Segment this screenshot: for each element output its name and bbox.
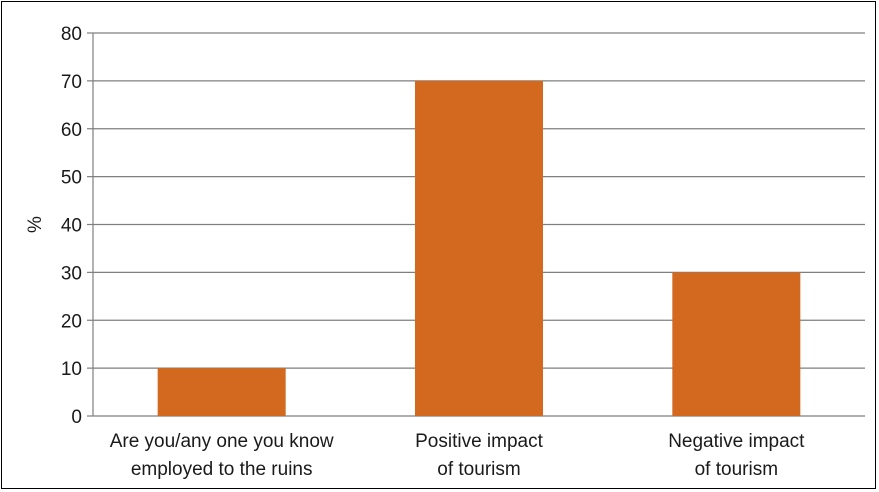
y-tick-label: 70 xyxy=(61,72,82,93)
bar xyxy=(157,368,286,416)
y-tick-label: 20 xyxy=(61,311,82,332)
y-axis-title: % xyxy=(25,216,46,233)
x-category-label-line: of tourism xyxy=(437,459,520,480)
x-category-label-line: Negative impact xyxy=(668,431,805,452)
y-tick-labels: 0 10 20 30 40 50 60 70 80 xyxy=(61,24,82,428)
x-category-label-line: employed to the ruins xyxy=(131,459,313,480)
y-tick-label: 10 xyxy=(61,359,82,380)
bars xyxy=(157,80,801,416)
x-category-labels: Are you/any one you know employed to the … xyxy=(110,431,805,480)
x-category-label: Negative impact of tourism xyxy=(668,431,805,480)
axes xyxy=(87,32,94,417)
x-category-label-line: of tourism xyxy=(695,459,778,480)
x-category-label-line: Are you/any one you know xyxy=(110,431,334,452)
y-tick-label: 0 xyxy=(71,407,82,428)
y-tick-label: 60 xyxy=(61,120,82,141)
y-tick-label: 30 xyxy=(61,263,82,284)
y-tick-label: 50 xyxy=(61,168,82,189)
y-tick-label: 80 xyxy=(61,24,82,45)
x-category-label-line: Positive impact xyxy=(415,431,543,452)
bar xyxy=(415,80,543,416)
y-tick-label: 40 xyxy=(61,216,82,237)
x-category-label: Positive impact of tourism xyxy=(415,431,543,480)
x-category-label: Are you/any one you know employed to the … xyxy=(110,431,334,480)
bar xyxy=(672,272,801,416)
